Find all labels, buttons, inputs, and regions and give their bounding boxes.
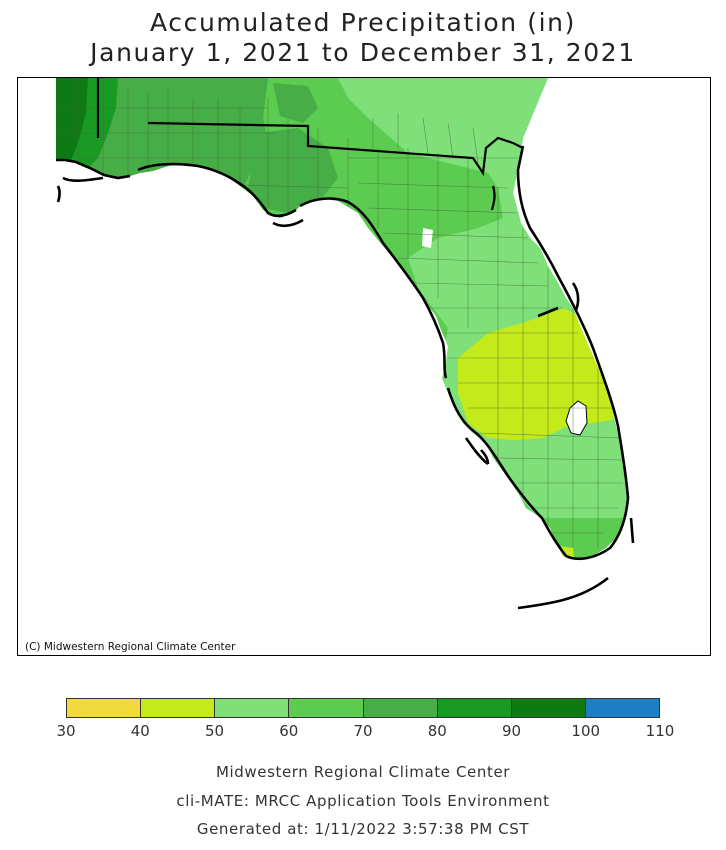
ga-al-border <box>147 121 524 177</box>
zone-70-80-north <box>273 83 318 123</box>
color-legend <box>66 698 660 718</box>
footer-generated: Generated at: 1/11/2022 3:57:38 PM CST <box>196 820 530 838</box>
legend-tick-label: 100 <box>571 722 601 740</box>
legend-swatch-50-60 <box>215 699 290 717</box>
map-title: Accumulated Precipitation (in) <box>150 8 576 37</box>
map-date-range: January 1, 2021 to December 31, 2021 <box>90 38 636 67</box>
legend-tick-label: 30 <box>56 722 76 740</box>
legend-swatch-70-80 <box>363 699 438 717</box>
state-borders <box>96 78 524 211</box>
legend-tick-label: 80 <box>427 722 447 740</box>
zone-70-80-bigbend <box>248 128 338 213</box>
legend-tick-label: 70 <box>353 722 373 740</box>
legend-swatch-30-40 <box>67 699 142 717</box>
legend-swatch-90-100 <box>511 699 586 717</box>
legend-tick-label: 90 <box>501 722 522 740</box>
county-lines <box>58 78 624 548</box>
legend-swatch-60-70 <box>289 699 364 717</box>
florida-precipitation-map <box>56 78 635 610</box>
footer-app: cli-MATE: MRCC Application Tools Environ… <box>176 792 550 810</box>
legend-swatch-40-50 <box>141 699 216 717</box>
precip-zones <box>56 78 628 560</box>
legend-swatch-80-90 <box>437 699 512 717</box>
lake-okeechobee <box>565 400 588 436</box>
legend-tick-label: 50 <box>204 722 225 740</box>
footer-org: Midwestern Regional Climate Center <box>215 763 511 781</box>
legend-tick-labels: 30 40 50 60 70 80 90 100 110 <box>56 722 674 742</box>
legend-tick-label: 60 <box>279 722 299 740</box>
coastline <box>56 145 635 610</box>
legend-swatch-100-110 <box>585 699 659 717</box>
copyright-notice: (C) Midwestern Regional Climate Center <box>25 641 236 653</box>
legend-tick-label: 40 <box>130 722 150 740</box>
map-frame: (C) Midwestern Regional Climate Center <box>17 77 711 656</box>
legend-tick-label: 110 <box>645 722 675 740</box>
zone-90-100 <box>56 78 88 173</box>
